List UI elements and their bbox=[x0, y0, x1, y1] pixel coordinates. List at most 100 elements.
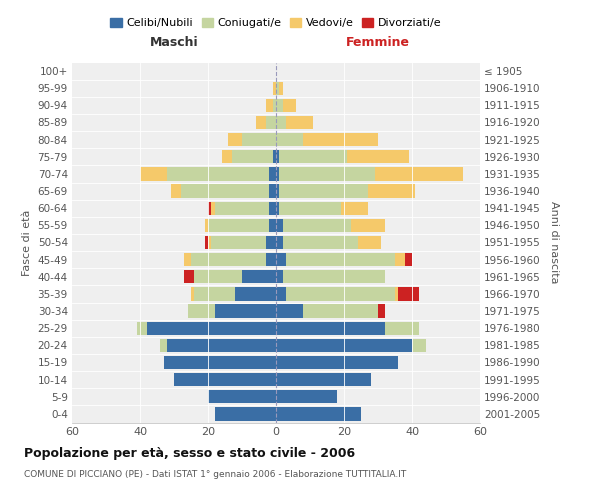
Bar bbox=[283, 98, 296, 112]
Bar bbox=[147, 322, 276, 335]
Bar bbox=[167, 338, 276, 352]
Bar bbox=[272, 150, 276, 164]
Bar bbox=[188, 304, 215, 318]
Bar bbox=[269, 167, 276, 180]
Bar bbox=[229, 133, 242, 146]
Bar bbox=[374, 167, 463, 180]
Bar bbox=[276, 202, 280, 215]
Legend: Celibi/Nubili, Coniugati/e, Vedovi/e, Divorziati/e: Celibi/Nubili, Coniugati/e, Vedovi/e, Di… bbox=[110, 18, 442, 28]
Bar bbox=[170, 184, 181, 198]
Bar bbox=[276, 184, 280, 198]
Bar bbox=[341, 202, 368, 215]
Bar bbox=[351, 218, 385, 232]
Bar bbox=[276, 373, 371, 386]
Bar bbox=[211, 202, 215, 215]
Text: Popolazione per età, sesso e stato civile - 2006: Popolazione per età, sesso e stato civil… bbox=[24, 448, 355, 460]
Bar bbox=[266, 116, 276, 129]
Bar bbox=[167, 167, 269, 180]
Text: Maschi: Maschi bbox=[149, 36, 199, 49]
Bar bbox=[174, 373, 276, 386]
Bar bbox=[276, 287, 286, 300]
Bar bbox=[184, 253, 191, 266]
Bar bbox=[215, 304, 276, 318]
Bar bbox=[276, 407, 361, 420]
Bar bbox=[266, 98, 272, 112]
Bar bbox=[283, 270, 385, 283]
Bar bbox=[286, 287, 395, 300]
Bar bbox=[276, 338, 412, 352]
Bar bbox=[358, 236, 382, 249]
Bar bbox=[276, 218, 283, 232]
Text: Femmine: Femmine bbox=[346, 36, 410, 49]
Bar bbox=[276, 82, 280, 95]
Bar bbox=[215, 407, 276, 420]
Bar bbox=[395, 253, 405, 266]
Bar bbox=[280, 202, 341, 215]
Bar bbox=[276, 133, 303, 146]
Bar bbox=[191, 287, 194, 300]
Bar bbox=[280, 150, 347, 164]
Bar bbox=[208, 236, 211, 249]
Bar bbox=[208, 202, 211, 215]
Bar bbox=[286, 253, 395, 266]
Bar bbox=[256, 116, 266, 129]
Bar bbox=[276, 304, 303, 318]
Bar bbox=[194, 270, 242, 283]
Bar bbox=[215, 202, 269, 215]
Bar bbox=[205, 218, 208, 232]
Bar bbox=[191, 253, 266, 266]
Bar bbox=[283, 236, 358, 249]
Bar bbox=[276, 253, 286, 266]
Bar bbox=[303, 304, 378, 318]
Bar bbox=[303, 133, 378, 146]
Bar bbox=[276, 98, 283, 112]
Bar bbox=[269, 218, 276, 232]
Bar bbox=[280, 82, 283, 95]
Y-axis label: Fasce di età: Fasce di età bbox=[22, 210, 32, 276]
Bar bbox=[235, 287, 276, 300]
Bar bbox=[181, 184, 269, 198]
Bar bbox=[276, 167, 280, 180]
Bar bbox=[276, 236, 283, 249]
Bar bbox=[276, 116, 286, 129]
Bar bbox=[140, 167, 167, 180]
Bar bbox=[221, 150, 232, 164]
Bar bbox=[276, 390, 337, 404]
Bar bbox=[412, 338, 425, 352]
Bar bbox=[405, 253, 412, 266]
Bar bbox=[137, 322, 147, 335]
Bar bbox=[184, 270, 194, 283]
Bar bbox=[232, 150, 272, 164]
Bar bbox=[242, 133, 276, 146]
Y-axis label: Anni di nascita: Anni di nascita bbox=[549, 201, 559, 284]
Bar bbox=[276, 150, 280, 164]
Bar bbox=[286, 116, 313, 129]
Bar bbox=[211, 236, 266, 249]
Bar bbox=[368, 184, 415, 198]
Bar bbox=[194, 287, 235, 300]
Bar bbox=[272, 82, 276, 95]
Bar bbox=[266, 253, 276, 266]
Bar bbox=[276, 322, 385, 335]
Bar bbox=[398, 287, 419, 300]
Bar bbox=[269, 184, 276, 198]
Bar bbox=[208, 218, 269, 232]
Text: COMUNE DI PICCIANO (PE) - Dati ISTAT 1° gennaio 2006 - Elaborazione TUTTITALIA.I: COMUNE DI PICCIANO (PE) - Dati ISTAT 1° … bbox=[24, 470, 406, 479]
Bar bbox=[164, 356, 276, 369]
Bar bbox=[347, 150, 409, 164]
Bar bbox=[385, 322, 419, 335]
Bar bbox=[378, 304, 385, 318]
Bar bbox=[160, 338, 167, 352]
Bar bbox=[269, 202, 276, 215]
Bar bbox=[266, 236, 276, 249]
Bar bbox=[280, 184, 368, 198]
Bar bbox=[280, 167, 374, 180]
Bar bbox=[395, 287, 398, 300]
Bar bbox=[272, 98, 276, 112]
Bar bbox=[242, 270, 276, 283]
Bar bbox=[283, 218, 351, 232]
Bar bbox=[276, 270, 283, 283]
Bar bbox=[276, 356, 398, 369]
Bar bbox=[205, 236, 208, 249]
Bar bbox=[208, 390, 276, 404]
